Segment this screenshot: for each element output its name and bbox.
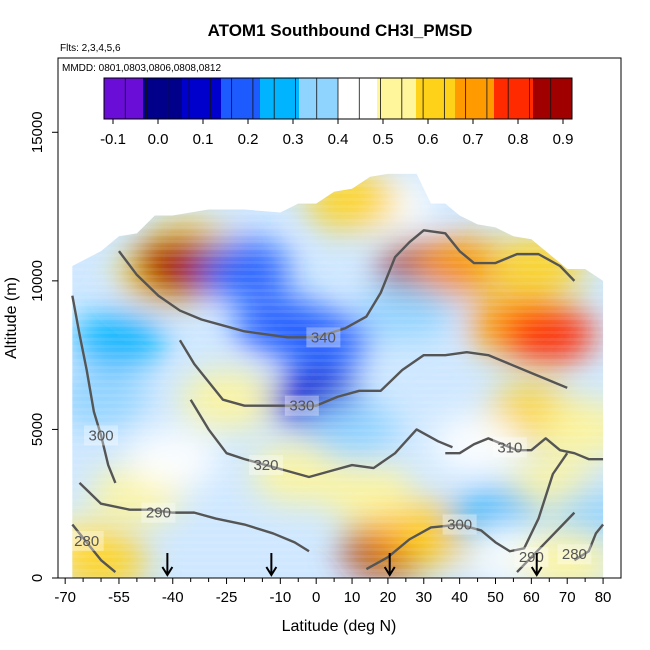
field-cell [126,429,219,490]
field-cell [323,464,416,525]
x-tick-label: -70 [54,589,76,606]
x-tick-label: 50 [487,589,504,606]
contour-label: 330 [289,398,314,415]
x-tick-label: 70 [559,589,576,606]
field-cell [503,304,596,365]
colorbar-tick-label: -0.1 [100,131,126,148]
x-axis-label: Latitude (deg N) [282,618,397,635]
contour-label: 300 [89,427,114,444]
field-cell [277,310,370,371]
contour-290 [78,482,310,553]
field-cell [431,414,524,475]
contour-label: 280 [74,533,99,550]
colorbar-tick-label: 0.3 [283,131,304,148]
contour-label: 340 [311,329,336,346]
colorbar-tick-label: 0.9 [553,131,574,148]
field-cell [492,236,585,296]
chart-title: ATOM1 Southbound CH3I_PMSD [208,21,473,40]
flights-note: Flts: 2,3,4,5,6 [60,43,121,54]
x-tick-label: 10 [344,589,361,606]
y-tick-label: 10000 [29,260,46,302]
field-cell [306,399,399,460]
field-cell [413,236,506,296]
contours: 280 290 300 310 320 330 340 300 290 280 [69,229,605,573]
x-tick-label: -40 [162,589,184,606]
contour-label: 320 [253,457,278,474]
contour-320 [189,399,453,479]
x-tick-label: -25 [216,589,238,606]
colorbar-tick-label: 0.8 [508,131,529,148]
contour-label: 290 [519,549,544,566]
contour-280 [573,523,605,562]
colorbar-tick-label: 0.0 [148,131,169,148]
contour-300 [71,295,117,484]
colorbar-tick-label: 0.1 [193,131,214,148]
data-field [72,173,604,578]
y-tick-label: 0 [29,574,46,582]
colorbar-tick-label: 0.6 [418,131,439,148]
field-cell [539,399,604,460]
contour-label: 280 [562,546,587,563]
plot-frame [57,57,622,579]
contour-label: 290 [146,505,171,522]
contour-310 [445,437,604,461]
field-cell [72,310,165,371]
x-tick-label: 20 [380,589,397,606]
y-axis: 0 5000 10000 15000 [29,111,58,582]
colorbar: -0.1 0.0 0.1 0.2 0.3 0.4 0.5 0.6 0.7 0.8 0.9 [100,77,574,148]
contour-280 [71,523,117,573]
colorbar-tick-label: 0.2 [238,131,259,148]
contour-330 [178,339,568,407]
contour-340 [118,229,576,339]
y-axis-label: Altitude (m) [3,277,20,359]
x-tick-label: -55 [108,589,130,606]
colorbar-tick-label: 0.5 [373,131,394,148]
y-tick-label: 15000 [29,111,46,153]
x-tick-label: 80 [595,589,612,606]
field-cell [359,280,452,341]
contour-label: 310 [497,439,522,456]
contour-290 [516,511,576,573]
x-tick-label: 0 [312,589,320,606]
field-cell [72,369,148,430]
x-tick-label: -10 [269,589,291,606]
x-tick-label: 40 [451,589,468,606]
x-axis: -70 -55 -40 -25 -10 0 10 20 30 40 50 60 70 80 [54,578,611,606]
contour-300 [365,452,569,571]
y-tick-label: 5000 [29,413,46,446]
dates-note: MMDD: 0801,0803,0806,0808,0812 [62,63,221,74]
contour-label: 300 [447,517,472,534]
x-tick-label: 30 [415,589,432,606]
colorbar-tick-label: 0.4 [328,131,349,148]
profile-markers [161,553,543,577]
field-cell [198,238,291,299]
x-tick-label: 60 [523,589,540,606]
colorbar-tick-label: 0.7 [463,131,484,148]
